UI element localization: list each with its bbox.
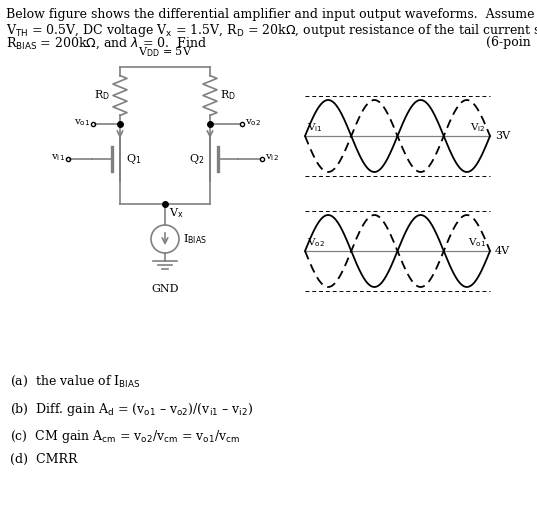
- Text: V$_{\rm x}$: V$_{\rm x}$: [169, 206, 184, 220]
- Text: v$_{\rm i1}$: v$_{\rm i1}$: [51, 152, 65, 163]
- Text: R$_{\rm D}$: R$_{\rm D}$: [94, 88, 110, 103]
- Text: I$_{\rm BIAS}$: I$_{\rm BIAS}$: [183, 232, 207, 246]
- Text: (d)  CMRR: (d) CMRR: [10, 453, 77, 466]
- Text: Q$_1$: Q$_1$: [126, 152, 141, 166]
- Text: (b)  Diff. gain A$_{\rm d}$ = (v$_{\rm o1}$ – v$_{\rm o2}$)/(v$_{\rm i1}$ – v$_{: (b) Diff. gain A$_{\rm d}$ = (v$_{\rm o1…: [10, 401, 253, 418]
- Text: v$_{\rm o2}$: v$_{\rm o2}$: [245, 117, 262, 129]
- Text: R$_{\rm BIAS}$ = 200k$\Omega$, and $\lambda$ = 0.  Find: R$_{\rm BIAS}$ = 200k$\Omega$, and $\lam…: [6, 36, 207, 51]
- Text: V$_{\rm o1}$: V$_{\rm o1}$: [468, 236, 486, 249]
- Text: V$_{\rm TH}$ = 0.5V, DC voltage V$_{\rm x}$ = 1.5V, R$_{\rm D}$ = 20k$\Omega$, o: V$_{\rm TH}$ = 0.5V, DC voltage V$_{\rm …: [6, 22, 537, 39]
- Text: Below figure shows the differential amplifier and input output waveforms.  Assum: Below figure shows the differential ampl…: [6, 8, 534, 21]
- Text: V$_{\rm i1}$: V$_{\rm i1}$: [307, 122, 323, 134]
- Text: 3V: 3V: [495, 131, 510, 141]
- Text: v$_{\rm i2}$: v$_{\rm i2}$: [265, 152, 279, 163]
- Text: GND: GND: [151, 284, 179, 294]
- Text: (6-poin: (6-poin: [486, 36, 531, 49]
- Text: V$_{\rm i2}$: V$_{\rm i2}$: [470, 122, 486, 134]
- Text: V$_{\rm DD}$ = 5V: V$_{\rm DD}$ = 5V: [138, 45, 192, 59]
- Text: Q$_2$: Q$_2$: [188, 152, 204, 166]
- Text: R$_{\rm D}$: R$_{\rm D}$: [220, 88, 236, 103]
- Text: v$_{\rm o1}$: v$_{\rm o1}$: [74, 117, 90, 129]
- Text: 4V: 4V: [495, 246, 510, 256]
- Text: (a)  the value of I$_{\rm BIAS}$: (a) the value of I$_{\rm BIAS}$: [10, 374, 140, 389]
- Text: (c)  CM gain A$_{\rm cm}$ = v$_{\rm o2}$/v$_{\rm cm}$ = v$_{\rm o1}$/v$_{\rm cm}: (c) CM gain A$_{\rm cm}$ = v$_{\rm o2}$/…: [10, 428, 240, 445]
- Text: V$_{\rm o2}$: V$_{\rm o2}$: [307, 236, 325, 249]
